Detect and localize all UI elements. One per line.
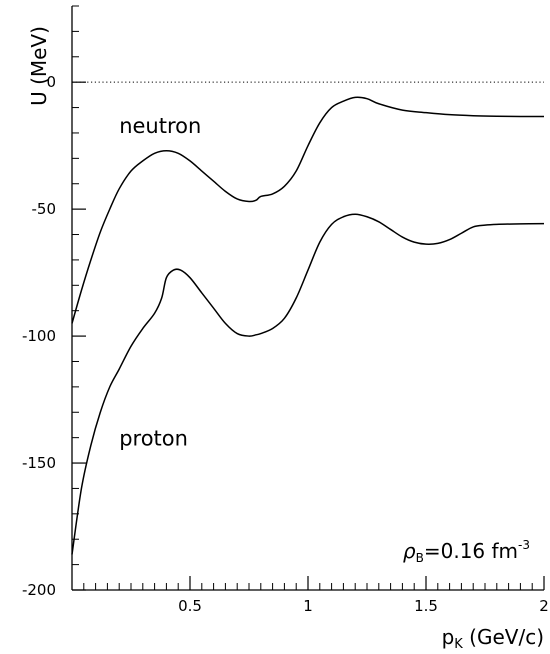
y-tick-label: -150 (22, 454, 56, 472)
y-tick-label: 0 (46, 73, 56, 91)
y-axis-title: U (MeV) (27, 26, 51, 106)
y-tick-label: -200 (22, 581, 56, 599)
neutron-label: neutron (119, 114, 201, 138)
x-axis-title-rest: (GeV/c) (463, 625, 544, 649)
tick-labels: 0.5 1 1.5 2 0 -50 -100 -150 -200 (22, 73, 549, 615)
x-tick-label: 0.5 (178, 597, 202, 615)
neutron-curve (71, 96, 545, 324)
x-tick-label: 1.5 (414, 597, 438, 615)
proton-label: proton (119, 426, 188, 450)
annotation-rho: ρ (403, 539, 416, 563)
density-annotation: ρB=0.16 fm-3 (403, 538, 530, 565)
annotation-value: =0.16 fm (424, 539, 518, 563)
x-tick-label: 2 (539, 597, 549, 615)
annotation-sup: -3 (518, 538, 530, 552)
tick-marks (72, 5, 545, 591)
annotation-sub: B (416, 551, 424, 565)
proton-curve (71, 213, 545, 555)
plot-frame (71, 6, 544, 591)
series-labels: neutron proton (119, 114, 201, 450)
series-lines (71, 81, 545, 555)
x-axis-title: pK (GeV/c) (442, 625, 544, 652)
x-axis-title-base: p (442, 625, 455, 649)
y-tick-label: -100 (22, 327, 56, 345)
y-tick-label: -50 (32, 200, 57, 218)
x-tick-label: 1 (303, 597, 313, 615)
x-axis-title-sub: K (454, 637, 463, 652)
